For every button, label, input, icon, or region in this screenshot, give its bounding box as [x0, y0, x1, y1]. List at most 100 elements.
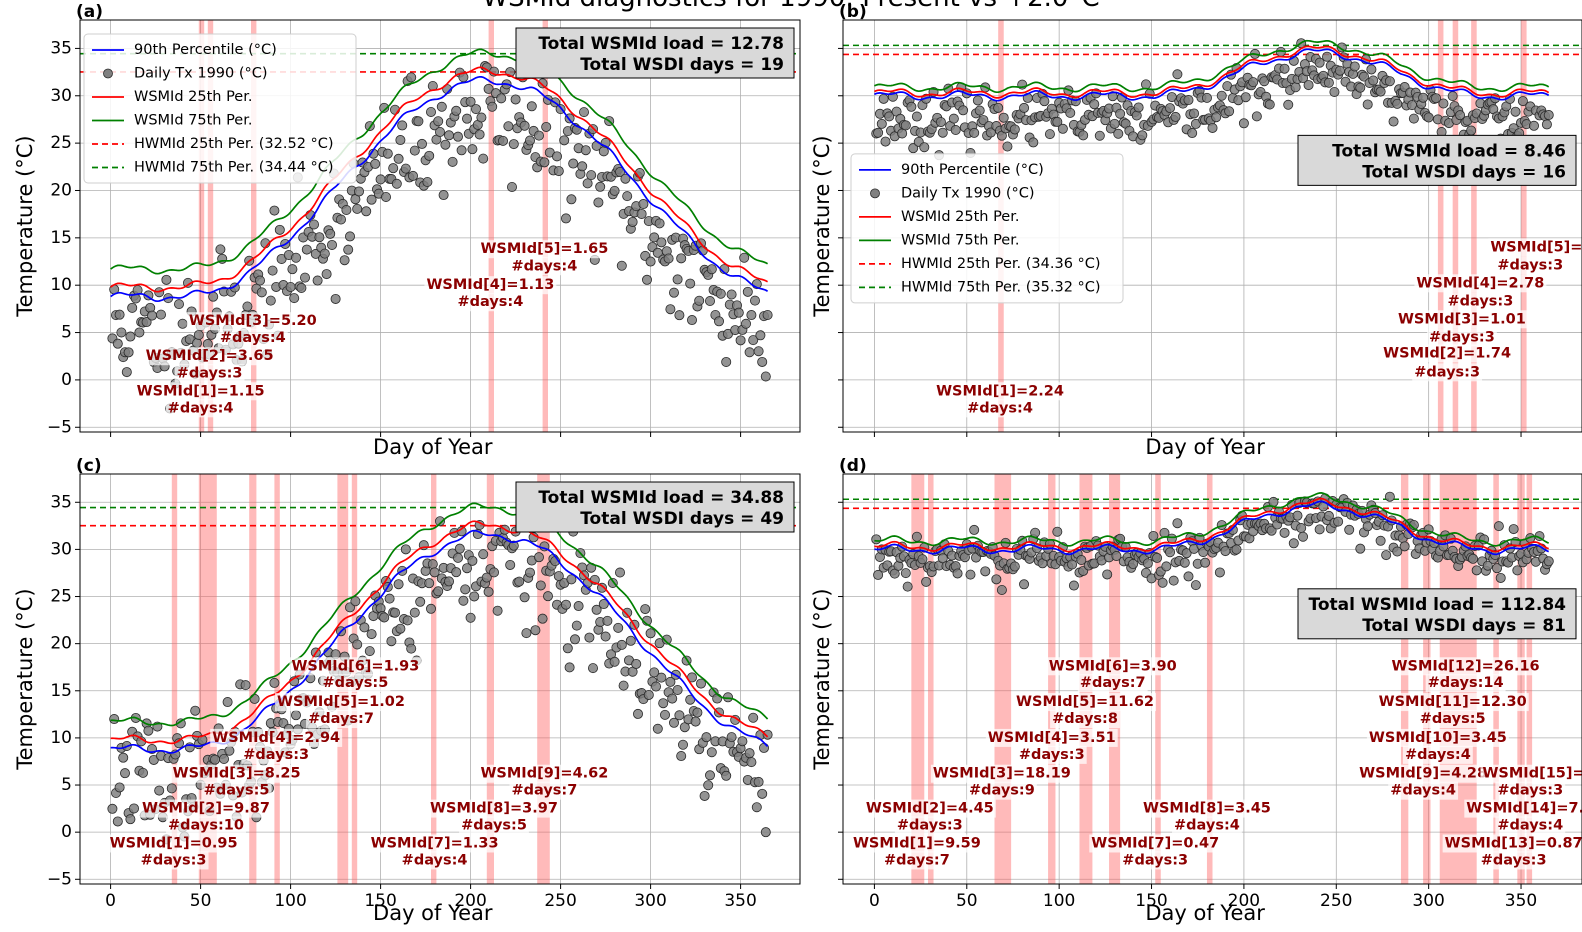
scatter-point	[452, 552, 463, 563]
scatter-point	[616, 639, 627, 650]
annotation-bg	[1412, 363, 1483, 382]
scatter-point	[422, 176, 433, 187]
annotation-bg	[934, 382, 1066, 401]
scatter-point	[1375, 535, 1386, 546]
scatter-point	[525, 567, 536, 578]
heat-span	[911, 474, 925, 884]
scatter-point	[395, 623, 406, 634]
scatter-point	[553, 166, 564, 177]
scatter-point	[721, 770, 732, 781]
scatter-point	[692, 707, 703, 718]
scatter-point	[1288, 538, 1299, 549]
y-tick-label: 20	[50, 634, 72, 654]
scatter-point	[487, 101, 498, 112]
scatter-point	[1388, 116, 1399, 127]
scatter-point	[586, 170, 597, 181]
heat-span	[1471, 20, 1477, 432]
scatter-point	[456, 145, 467, 156]
totals-days: Total WSDI days = 16	[1362, 162, 1566, 182]
scatter-point	[622, 607, 633, 618]
scatter-point	[1165, 103, 1176, 114]
heat-span	[486, 474, 494, 884]
scatter-point	[1207, 122, 1218, 133]
annotation-label: WSMId[3]=1.01	[1398, 311, 1526, 327]
scatter-point	[1292, 510, 1303, 521]
annotation-bg	[1480, 764, 1582, 783]
scatter-point	[352, 639, 363, 650]
y-tick-label: 20	[50, 180, 72, 200]
annotation-label: WSMId[10]=3.45	[1369, 730, 1507, 746]
scatter-point	[215, 244, 226, 255]
scatter-point	[663, 253, 674, 264]
scatter-point	[969, 524, 980, 535]
scatter-point	[1152, 552, 1163, 563]
scatter-point	[1375, 86, 1386, 97]
scatter-point	[900, 120, 911, 131]
scatter-point	[762, 310, 773, 321]
scatter-point	[314, 232, 325, 243]
legend-entry: HWMId 75th Per. (35.32 °C)	[901, 279, 1101, 295]
scatter-point	[393, 153, 404, 164]
scatter-point	[665, 304, 676, 315]
heat-span	[198, 20, 205, 432]
scatter-point	[562, 643, 573, 654]
scatter-point	[265, 295, 276, 306]
y-tick-label: 15	[50, 228, 72, 248]
totals-load: Total WSMId load = 8.46	[1332, 141, 1566, 161]
scatter-point	[1057, 123, 1068, 134]
scatter-point	[447, 156, 458, 167]
scatter-point	[341, 205, 352, 216]
scatter-point	[413, 116, 424, 127]
annotation-label: #days:4	[511, 258, 577, 274]
scatter-point	[521, 628, 532, 639]
panel-letter: (a)	[76, 2, 103, 22]
scatter-point	[409, 145, 420, 156]
scatter-point	[478, 549, 489, 560]
scatter-point	[1201, 92, 1212, 103]
annotation-bg	[1376, 693, 1529, 712]
scatter-point	[746, 310, 757, 321]
y-tick-label: 25	[50, 587, 72, 607]
heat-span	[1155, 474, 1161, 884]
scatter-point	[676, 751, 687, 762]
scatter-point	[1183, 571, 1194, 582]
scatter-point	[958, 105, 969, 116]
scatter-point	[1019, 579, 1030, 590]
scatter-point	[155, 309, 166, 320]
heat-span	[537, 474, 550, 884]
scatter-point	[1078, 130, 1089, 141]
scatter-point	[1399, 541, 1410, 552]
scatter-point	[434, 516, 445, 527]
y-axis-label: Temperature (°C)	[13, 588, 37, 770]
scatter-point	[1322, 51, 1333, 62]
legend-box	[850, 153, 1124, 304]
annotation-label: WSMId[1]=2.24	[936, 383, 1064, 399]
scatter-point	[254, 275, 265, 286]
annotation-label: #days:3	[1497, 783, 1563, 799]
plot-area: WSMId[1]=1.15#days:4WSMId[2]=3.65#days:3…	[80, 20, 800, 432]
scatter-point	[224, 745, 235, 756]
y-tick-label: 0	[61, 370, 72, 390]
scatter-point	[1189, 108, 1200, 119]
annotation-label: #days:3	[1122, 852, 1188, 868]
heat-span	[927, 474, 934, 884]
heat-span	[207, 20, 214, 432]
axes-frame	[842, 19, 1582, 433]
x-tick-label: 0	[869, 891, 880, 911]
annotation-label: WSMId[1]=0.95	[110, 835, 238, 851]
scatter-point	[296, 283, 307, 294]
scatter-point	[1466, 125, 1477, 136]
scatter-point	[299, 272, 310, 283]
annotation-bg	[1046, 657, 1179, 676]
annotation-label: #days:3	[1497, 257, 1563, 273]
annotation-bg	[165, 399, 236, 418]
scatter-point	[1438, 98, 1449, 109]
scatter-point	[1408, 113, 1419, 124]
annotation-label: #days:5	[461, 818, 527, 834]
scatter-point	[566, 194, 577, 205]
scatter-point	[505, 559, 516, 570]
scatter-point	[577, 161, 588, 172]
scatter-point	[1052, 116, 1063, 127]
panel-b: WSMId[1]=2.24#days:4WSMId[2]=1.74#days:3…	[810, 2, 1582, 459]
scatter-point	[1508, 524, 1519, 535]
